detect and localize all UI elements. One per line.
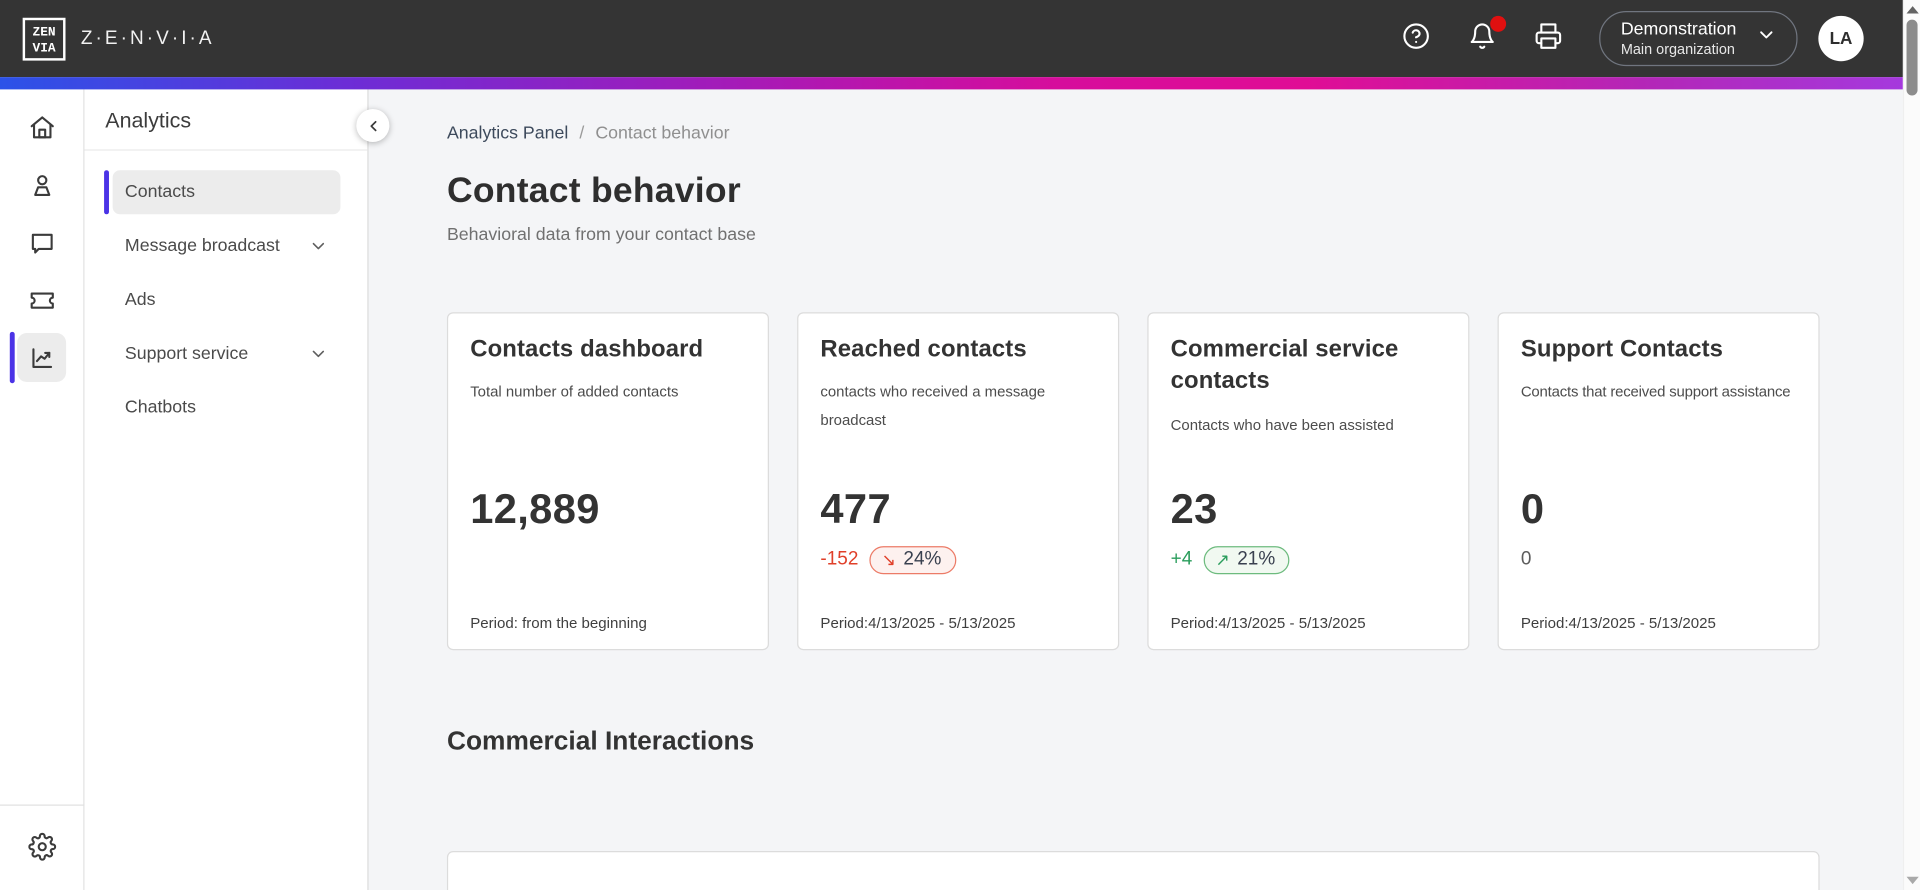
help-circle-icon <box>1402 23 1430 55</box>
organization-selector[interactable]: Demonstration Main organization <box>1598 10 1798 67</box>
breadcrumb-separator: / <box>579 123 585 144</box>
card-title: Reached contacts <box>820 335 1027 363</box>
sidebar-item-ads[interactable]: Ads <box>113 278 341 322</box>
rail-item-conversations[interactable] <box>0 218 84 267</box>
card-value: 477 <box>820 486 891 533</box>
trend-up-icon: ↗ <box>1215 549 1230 570</box>
analytics-chart-icon <box>17 333 67 383</box>
chevron-down-icon <box>312 350 325 358</box>
card-value: 0 <box>1520 486 1545 533</box>
scrollbar-thumb[interactable] <box>1906 19 1918 96</box>
trend-down-icon: ↘ <box>881 549 897 570</box>
main-content: Analytics Panel / Contact behavior Conta… <box>370 89 1903 890</box>
printer-icon <box>1535 23 1563 55</box>
sidebar-collapse-button[interactable] <box>356 108 390 143</box>
brand-gradient-bar <box>0 77 1920 90</box>
rail-item-tickets[interactable] <box>0 276 84 325</box>
chevron-down-icon <box>312 242 325 250</box>
card-period: Period:4/13/2025 - 5/13/2025 <box>1520 614 1716 632</box>
vertical-scrollbar[interactable] <box>1902 0 1920 890</box>
page-subtitle: Behavioral data from your contact base <box>446 225 756 245</box>
sidebar-item-label: Support service <box>124 344 249 364</box>
delta-percent: 24% <box>903 548 942 570</box>
card-title: Commercial service contacts <box>1170 335 1399 395</box>
card-period: Period: from the beginning <box>470 614 647 632</box>
page-title: Contact behavior <box>446 171 741 211</box>
rail-item-settings[interactable] <box>0 822 84 871</box>
organization-name: Demonstration <box>1620 19 1737 39</box>
analytics-sidebar: Analytics Contacts Message broadcast Ads… <box>84 89 369 890</box>
top-actions: Demonstration Main organization LA <box>1369 10 1898 67</box>
card-contacts-dashboard: Contacts dashboard Total number of added… <box>446 312 769 651</box>
card-title: Contacts dashboard <box>470 335 704 363</box>
zenvia-logo-icon: ZEN VIA <box>22 17 66 61</box>
rail-item-home[interactable] <box>0 103 84 152</box>
notification-badge <box>1489 16 1506 33</box>
scrollbar-down-arrow[interactable] <box>1905 876 1919 885</box>
delta-percent: 21% <box>1237 548 1276 570</box>
sidebar-item-contacts[interactable]: Contacts <box>104 170 341 215</box>
section-heading-commercial-interactions: Commercial Interactions <box>446 726 755 756</box>
card-description: Total number of added contacts <box>470 383 679 401</box>
card-reached-contacts: Reached contacts contacts who received a… <box>797 312 1120 651</box>
sidebar-item-label: Message broadcast <box>124 236 280 256</box>
svg-text:VIA: VIA <box>33 40 56 55</box>
chat-icon <box>17 218 66 267</box>
sidebar-item-message-broadcast[interactable]: Message broadcast <box>113 224 341 268</box>
delta-value: -152 <box>820 548 859 570</box>
help-button[interactable] <box>1398 20 1435 57</box>
rail-bottom <box>0 804 84 890</box>
trend-badge: ↘ 24% <box>869 545 957 574</box>
delta-value: +4 <box>1170 548 1193 570</box>
stat-cards-row: Contacts dashboard Total number of added… <box>446 312 1903 651</box>
card-delta-row: +4 ↗ 21% <box>1171 544 1290 576</box>
sidebar-item-label: Chatbots <box>124 397 196 418</box>
card-value: 12,889 <box>470 486 600 533</box>
scrollbar-up-arrow[interactable] <box>1905 6 1919 14</box>
sidebar-title: Analytics <box>84 89 368 151</box>
card-period: Period:4/13/2025 - 5/13/2025 <box>820 614 1016 632</box>
print-button[interactable] <box>1530 20 1567 57</box>
gear-icon <box>17 822 66 871</box>
person-icon <box>17 160 66 209</box>
card-value: 23 <box>1170 486 1218 533</box>
card-secondary-row: 0 <box>1521 544 1532 576</box>
home-icon <box>17 103 66 152</box>
breadcrumb-current: Contact behavior <box>595 123 730 144</box>
card-title: Support Contacts <box>1520 335 1724 363</box>
sidebar-item-support-service[interactable]: Support service <box>113 332 341 376</box>
card-period: Period:4/13/2025 - 5/13/2025 <box>1170 614 1366 632</box>
notifications-button[interactable] <box>1464 16 1506 57</box>
chevron-left-icon <box>369 120 376 131</box>
organization-subtitle: Main organization <box>1620 40 1735 58</box>
svg-text:ZEN: ZEN <box>33 24 56 39</box>
top-bar: ZEN VIA Z·E·N·V·I·A D <box>0 0 1920 78</box>
breadcrumb-analytics-panel[interactable]: Analytics Panel <box>446 123 569 144</box>
card-description: Contacts that received support assistanc… <box>1520 383 1791 401</box>
sidebar-item-label: Ads <box>124 290 156 310</box>
sidebar-item-label: Contacts <box>124 182 195 203</box>
chevron-down-icon <box>1736 24 1776 51</box>
rail-item-analytics[interactable] <box>0 331 84 384</box>
trend-badge: ↗ 21% <box>1203 545 1290 574</box>
card-description: contacts who received a message broadcas… <box>820 383 1046 429</box>
breadcrumb: Analytics Panel / Contact behavior <box>447 124 1903 144</box>
card-commercial-service-contacts: Commercial service contacts Contacts who… <box>1147 312 1470 651</box>
sidebar-item-chatbots[interactable]: Chatbots <box>113 386 341 430</box>
user-avatar[interactable]: LA <box>1818 15 1864 62</box>
card-delta-row: -152 ↘ 24% <box>820 544 957 576</box>
sidebar-nav: Contacts Message broadcast Ads Support s… <box>84 151 367 430</box>
brand-wordmark: Z·E·N·V·I·A <box>80 27 215 49</box>
commercial-interactions-card <box>446 851 1820 890</box>
card-support-contacts: Support Contacts Contacts that received … <box>1497 312 1820 651</box>
card-description: Contacts who have been assisted <box>1170 415 1394 434</box>
ticket-icon <box>17 276 66 325</box>
bell-icon <box>1468 23 1496 55</box>
secondary-value: 0 <box>1520 548 1532 570</box>
icon-rail <box>0 89 85 890</box>
rail-item-contacts[interactable] <box>0 160 84 209</box>
